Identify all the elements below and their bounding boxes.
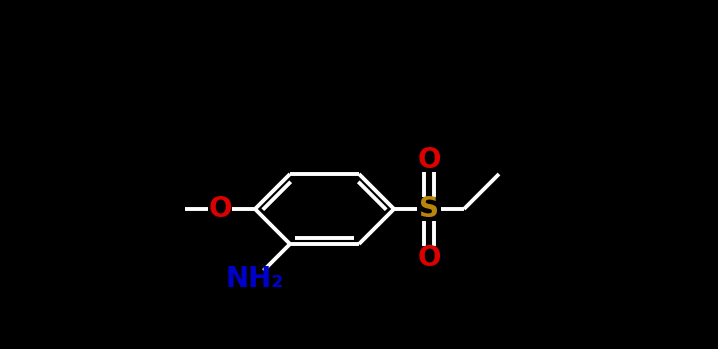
Text: O: O (417, 146, 441, 174)
Text: O: O (417, 244, 441, 272)
Text: NH₂: NH₂ (226, 265, 284, 293)
Text: S: S (419, 195, 439, 223)
Text: O: O (208, 195, 232, 223)
